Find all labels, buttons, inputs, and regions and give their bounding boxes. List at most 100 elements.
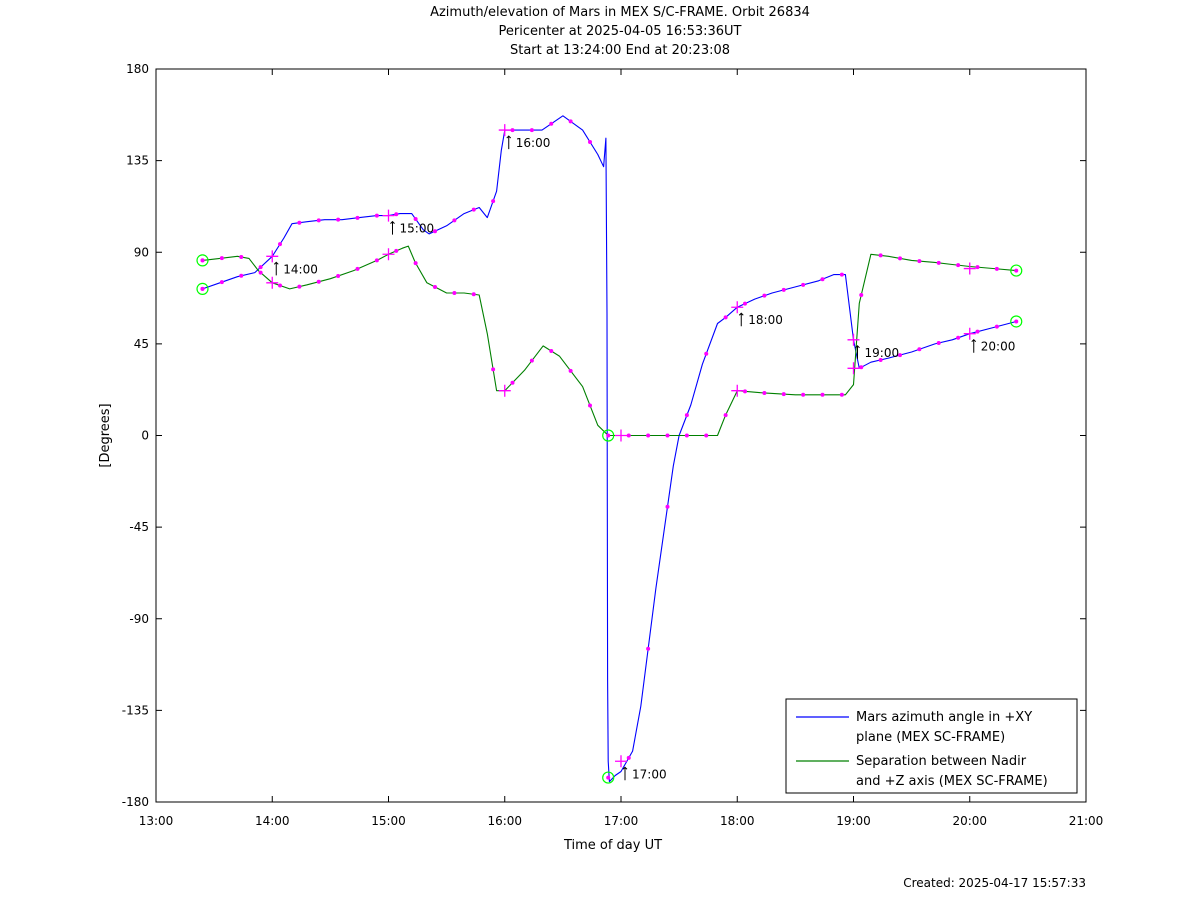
created-timestamp: Created: 2025-04-17 15:57:33 (903, 876, 1086, 890)
data-marker (956, 263, 961, 268)
x-tick-label: 13:00 (139, 814, 174, 828)
hour-marker (963, 327, 976, 340)
data-marker (297, 220, 302, 225)
endpoint-dot (606, 775, 611, 780)
data-marker (975, 265, 980, 270)
time-label-arrow (506, 135, 512, 150)
time-label: 17:00 (632, 767, 667, 781)
data-marker (374, 258, 379, 263)
y-tick-label: -180 (122, 795, 149, 809)
data-marker (297, 284, 302, 289)
y-tick-label: -45 (129, 520, 149, 534)
endpoint-dot (200, 286, 205, 291)
data-marker (568, 368, 573, 373)
data-marker (704, 351, 709, 356)
chart-subtitle-pericenter: Pericenter at 2025-04-05 16:53:36UT (498, 24, 742, 39)
data-marker (665, 504, 670, 509)
data-marker (820, 392, 825, 397)
chart-axes: 13:00 14:00 15:00 16:00 17:00 18:00 19:00 20:00… (98, 62, 1103, 853)
chart-title: Azimuth/elevation of Mars in MEX S/C-FRA… (430, 5, 810, 20)
x-tick-label: 16:00 (487, 814, 522, 828)
endpoint-dot (606, 433, 611, 438)
data-marker (626, 433, 631, 438)
data-marker (588, 139, 592, 144)
endpoint-dot (1014, 319, 1019, 324)
hour-marker (963, 262, 976, 275)
data-marker (820, 277, 825, 282)
time-label: 14:00 (283, 262, 318, 276)
data-marker (316, 279, 321, 284)
data-marker (646, 433, 651, 438)
legend-label: and +Z axis (MEX SC-FRAME) (856, 774, 1048, 789)
y-tick-label: -90 (129, 612, 149, 626)
data-marker (684, 433, 689, 438)
data-marker (684, 413, 689, 418)
time-label-arrow (390, 220, 395, 235)
hour-marker (615, 429, 627, 442)
data-marker (956, 335, 961, 340)
hour-marker (847, 362, 860, 375)
endpoint-circle (196, 254, 209, 267)
data-marker (626, 755, 631, 760)
x-tick-label: 18:00 (720, 814, 755, 828)
chart-legend: Mars azimuth angle in +XY plane (MEX SC-F… (785, 698, 1078, 794)
endpoint-circle (602, 429, 615, 442)
hour-marker (382, 248, 395, 261)
data-marker (278, 283, 282, 288)
data-marker (529, 358, 534, 363)
data-marker (859, 365, 864, 370)
time-label-arrow (971, 338, 977, 353)
data-marker (529, 128, 534, 133)
x-tick-label: 19:00 (836, 814, 871, 828)
data-marker (219, 256, 224, 261)
legend-label: plane (MEX SC-FRAME) (856, 730, 1005, 745)
data-marker (316, 218, 321, 223)
data-marker (239, 255, 244, 260)
data-marker (355, 215, 360, 220)
y-tick-label: 135 (126, 154, 149, 168)
data-marker (394, 248, 399, 253)
data-marker (723, 315, 728, 320)
time-label: 18:00 (748, 313, 783, 327)
data-marker (975, 329, 980, 334)
data-marker (413, 216, 418, 221)
chart-time-labels: 14:00 15:00 16:00 17:00 18:00 19:00 20:00 (273, 135, 1016, 781)
y-tick-label: 0 (141, 429, 149, 443)
y-axis-label: [Degrees] (98, 403, 113, 467)
legend-box (785, 698, 1078, 794)
data-marker (219, 280, 224, 285)
hour-marker (731, 384, 744, 397)
data-marker (549, 349, 554, 354)
data-marker (452, 290, 457, 295)
time-label-arrow (273, 261, 279, 276)
time-label: 20:00 (981, 340, 1016, 354)
data-marker (859, 293, 864, 298)
data-marker (723, 413, 728, 418)
data-marker (471, 292, 476, 297)
y-tick-label: 45 (134, 337, 149, 351)
data-marker (878, 253, 883, 258)
hour-marker (266, 276, 279, 289)
data-marker (568, 119, 573, 124)
data-marker (239, 273, 244, 278)
legend-label: Mars azimuth angle in +XY (856, 710, 1032, 725)
data-marker (781, 392, 786, 397)
series-line-separation (202, 245, 1017, 437)
data-marker (762, 293, 767, 298)
data-marker (839, 272, 844, 277)
y-tick-label: 180 (126, 62, 149, 76)
time-label-arrow (738, 312, 744, 327)
data-marker (743, 389, 747, 394)
x-tick-label: 15:00 (371, 814, 406, 828)
data-marker (394, 212, 399, 217)
data-marker (994, 266, 999, 271)
data-marker (433, 229, 437, 234)
data-marker (278, 242, 282, 247)
data-marker (936, 340, 941, 345)
data-marker (471, 207, 476, 212)
data-marker (839, 392, 844, 397)
endpoint-circle (1010, 315, 1023, 328)
series-line-azimuth (202, 115, 1017, 783)
data-marker (588, 403, 592, 408)
data-marker (878, 357, 883, 362)
